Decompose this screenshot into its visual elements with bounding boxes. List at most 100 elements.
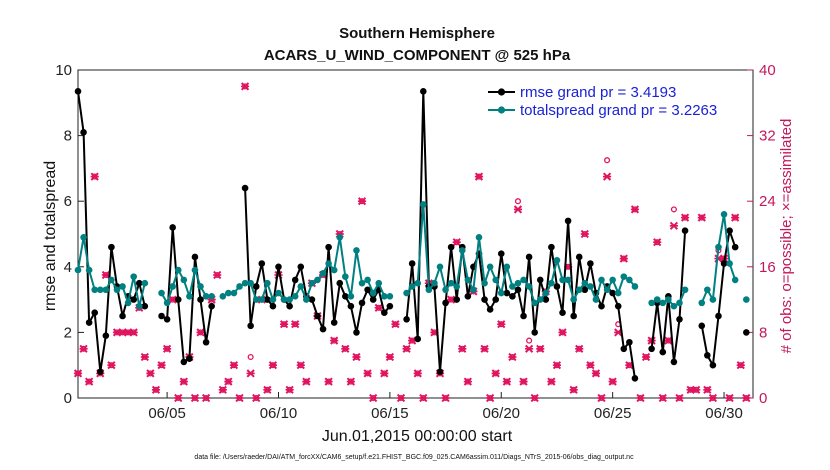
rmse-point (598, 302, 605, 310)
y-tick-label: 8 (64, 128, 72, 145)
spread-point (425, 286, 433, 294)
obs-assimilated-marker (569, 385, 578, 394)
y2-tick-label: 8 (759, 324, 767, 341)
obs-assimilated-marker (324, 377, 333, 386)
obs-assimilated-marker (224, 377, 233, 386)
spread-point (442, 286, 449, 294)
obs-assimilated-marker (285, 385, 294, 394)
rmse-point (620, 345, 628, 353)
y2-tick-label: 0 (759, 390, 767, 407)
rmse-point (436, 368, 444, 376)
legend-spread-marker (497, 106, 506, 114)
spread-point (191, 266, 199, 274)
obs-assimilated-marker (302, 377, 311, 386)
obs-assimilated-marker (201, 393, 211, 403)
obs-assimilated-marker (580, 229, 589, 239)
spread-point (113, 286, 121, 294)
y-axis-label-right: # of obs: o=possible; ×=assimilated (778, 119, 795, 354)
spread-point (603, 286, 611, 294)
obs-assimilated-marker (346, 377, 356, 386)
obs-assimilated-marker (240, 82, 250, 91)
spread-point (726, 260, 733, 267)
spread-point (715, 243, 722, 251)
obs-assimilated-marker (129, 328, 138, 337)
spread-point (731, 276, 739, 284)
obs-assimilated-marker (474, 172, 484, 181)
obs-assimilated-marker (252, 393, 261, 403)
rmse-point (614, 302, 622, 310)
rmse-point (275, 263, 282, 271)
spread-point (665, 296, 672, 303)
spread-point (269, 296, 277, 303)
spread-point (342, 273, 349, 280)
legend-rmse-label: rmse grand pr = 3.4193 (520, 84, 676, 101)
rmse-point (186, 355, 193, 362)
obs-assimilated-marker (558, 328, 567, 337)
rmse-point (743, 329, 750, 336)
obs-assimilated-marker (530, 393, 539, 403)
rmse-point (564, 217, 572, 225)
rmse-point (91, 309, 99, 317)
rmse-point (364, 286, 371, 294)
rmse-point (548, 243, 555, 251)
obs-assimilated-marker (502, 377, 511, 386)
obs-assimilated-marker (602, 172, 612, 181)
spread-point (236, 283, 243, 290)
spread-point (709, 296, 717, 303)
spread-point (130, 273, 137, 280)
spread-point (670, 302, 678, 310)
rmse-point (180, 358, 188, 366)
spread-line (160, 266, 212, 306)
spread-point (124, 299, 132, 307)
obs-assimilated-marker (357, 197, 367, 206)
rmse-point (709, 361, 717, 369)
spread-point (564, 276, 572, 284)
spread-point (676, 299, 683, 307)
obs-assimilated-marker (402, 344, 411, 353)
obs-assimilated-marker (608, 377, 617, 386)
y-tick-label: 0 (64, 390, 72, 407)
spread-point (264, 279, 271, 287)
rmse-point (403, 315, 410, 323)
spread-point (96, 286, 104, 294)
obs-assimilated-marker (369, 393, 378, 403)
obs-assimilated-marker (547, 377, 556, 386)
obs-possible-marker (604, 157, 611, 164)
obs-assimilated-marker (73, 369, 83, 378)
obs-assimilated-marker (742, 393, 751, 403)
rmse-point (325, 243, 332, 251)
spread-point (163, 299, 171, 307)
rmse-point (531, 329, 538, 336)
rmse-point (336, 279, 344, 287)
obs-assimilated-marker (279, 320, 289, 329)
obs-assimilated-marker (380, 369, 389, 378)
rmse-line (405, 91, 636, 379)
obs-assimilated-marker (229, 361, 239, 370)
rmse-point (291, 276, 299, 284)
obs-assimilated-marker (363, 369, 372, 378)
rmse-point (241, 184, 249, 192)
spread-point (592, 296, 600, 303)
rmse-point (715, 312, 722, 320)
y-tick-label: 10 (55, 62, 72, 79)
obs-assimilated-marker (731, 213, 740, 222)
obs-assimilated-marker (85, 377, 94, 386)
rmse-point (414, 335, 422, 343)
spread-point (158, 289, 165, 297)
spread-point (503, 263, 511, 271)
obs-assimilated-marker (296, 361, 305, 370)
rmse-point (308, 296, 316, 303)
obs-possible-marker (514, 198, 522, 205)
spread-point (475, 233, 483, 241)
spread-point (609, 276, 616, 284)
obs-assimilated-marker (213, 270, 222, 280)
y2-tick-label: 32 (759, 128, 776, 145)
y-tick-label: 6 (64, 193, 72, 210)
rmse-point (202, 338, 210, 346)
y2-tick-label: 40 (759, 62, 776, 79)
spread-point (85, 266, 93, 274)
obs-assimilated-marker (179, 377, 188, 386)
obs-assimilated-marker (396, 393, 406, 403)
rmse-point (80, 129, 87, 136)
